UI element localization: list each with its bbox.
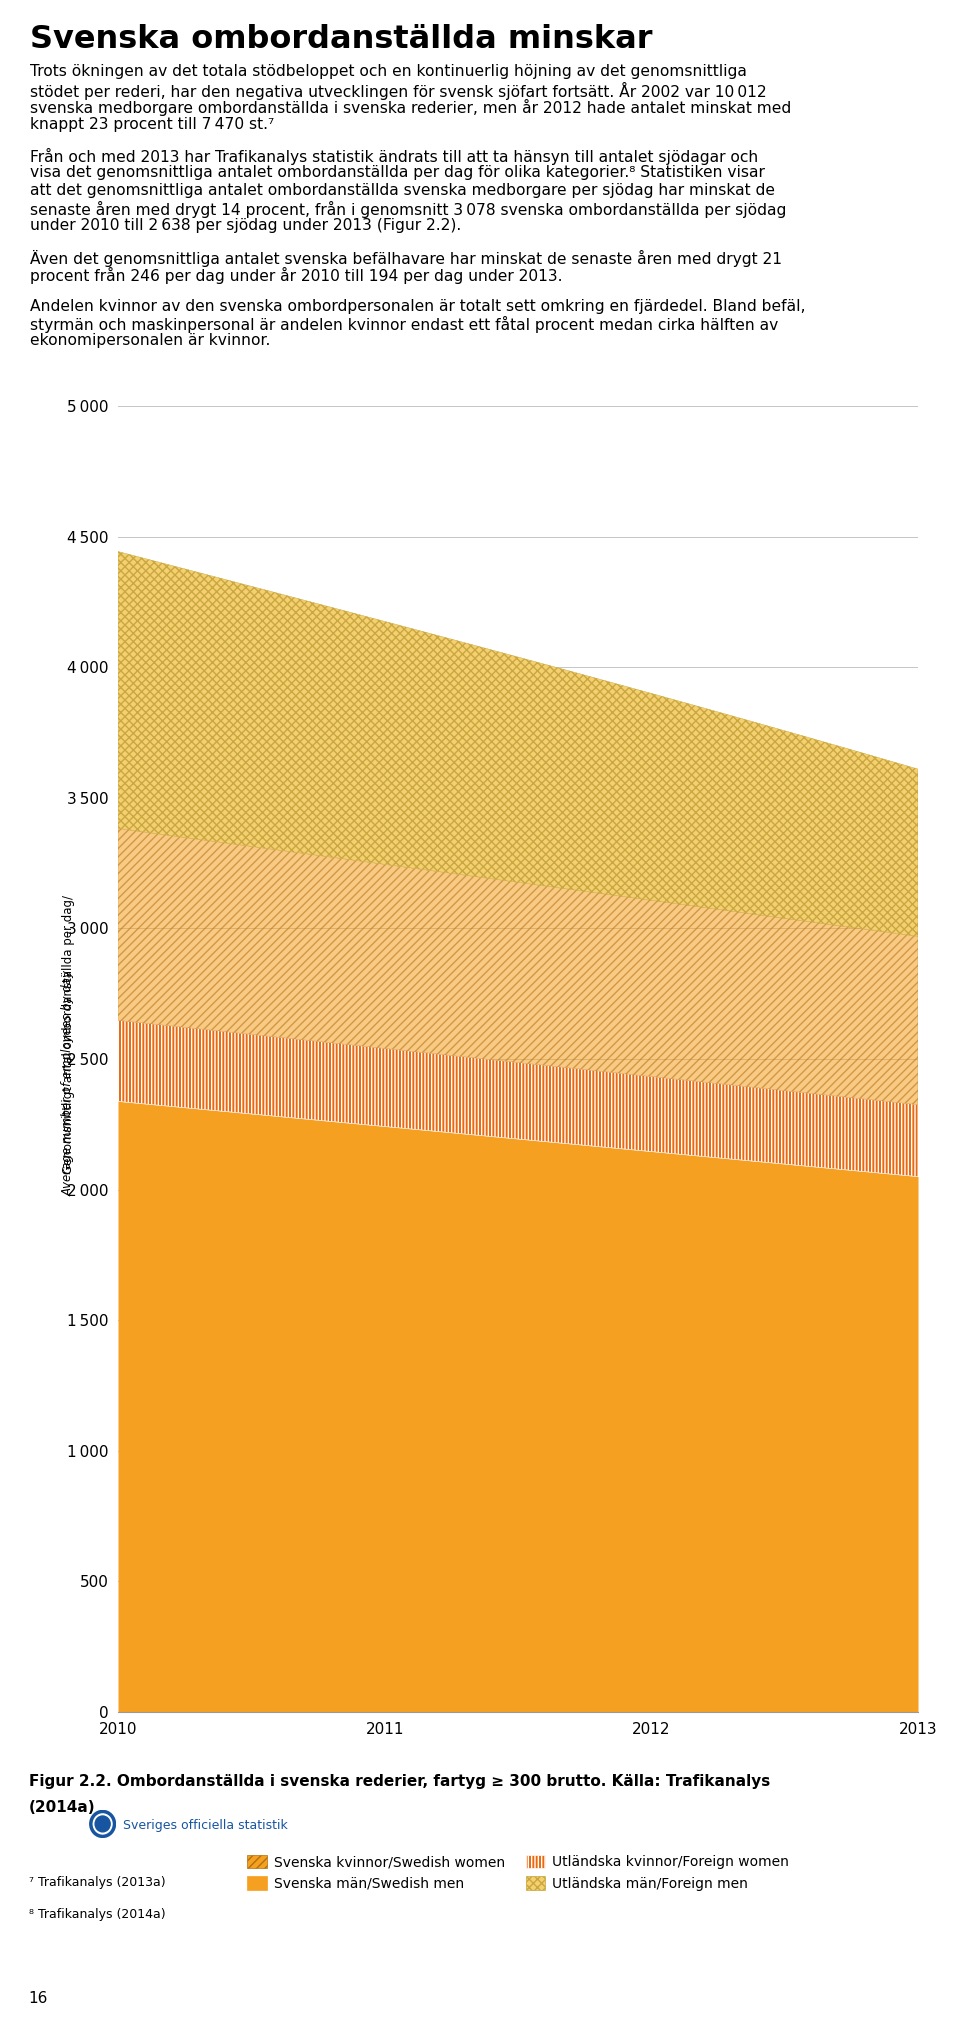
- Text: att det genomsnittliga antalet ombordanställda svenska medborgare per sjödag har: att det genomsnittliga antalet ombordans…: [30, 184, 775, 198]
- Text: stödet per rederi, har den negativa utvecklingen för svensk sjöfart fortsätt. År: stödet per rederi, har den negativa utve…: [30, 81, 767, 99]
- Text: Figur 2.2. Ombordanställda i svenska rederier, fartyg ≥ 300 brutto. Källa: Trafi: Figur 2.2. Ombordanställda i svenska red…: [29, 1773, 770, 1789]
- Text: Från och med 2013 har Trafikanalys statistik ändrats till att ta hänsyn till ant: Från och med 2013 har Trafikanalys stati…: [30, 148, 758, 166]
- Text: knappt 23 procent till 7 470 st.⁷: knappt 23 procent till 7 470 st.⁷: [30, 117, 275, 131]
- Text: ekonomipersonalen är kvinnor.: ekonomipersonalen är kvinnor.: [30, 334, 271, 348]
- Text: Trots ökningen av det totala stödbeloppet och en kontinuerlig höjning av det gen: Trots ökningen av det totala stödbeloppe…: [30, 65, 747, 79]
- Text: Average number of employees by day: Average number of employees by day: [62, 971, 75, 1197]
- Text: 16: 16: [29, 1992, 48, 2006]
- Text: procent från 246 per dag under år 2010 till 194 per dag under 2013.: procent från 246 per dag under år 2010 t…: [30, 267, 563, 283]
- Circle shape: [95, 1816, 110, 1832]
- Text: (2014a): (2014a): [29, 1800, 95, 1816]
- Text: under 2010 till 2 638 per sjödag under 2013 (Figur 2.2).: under 2010 till 2 638 per sjödag under 2…: [30, 218, 461, 233]
- Text: ⁸ Trafikanalys (2014a): ⁸ Trafikanalys (2014a): [29, 1909, 165, 1921]
- Text: styrmän och maskinpersonal är andelen kvinnor endast ett fåtal procent medan cir: styrmän och maskinpersonal är andelen kv…: [30, 315, 779, 334]
- Text: Genomsnittligt antal ombordanställda per dag/: Genomsnittligt antal ombordanställda per…: [62, 896, 75, 1175]
- Text: Även det genomsnittliga antalet svenska befälhavare har minskat de senaste åren : Även det genomsnittliga antalet svenska …: [30, 249, 782, 267]
- Text: Sveriges officiella statistik: Sveriges officiella statistik: [123, 1820, 288, 1832]
- Text: senaste åren med drygt 14 procent, från i genomsnitt 3 078 svenska ombordanställ: senaste åren med drygt 14 procent, från …: [30, 200, 786, 218]
- Legend: Svenska kvinnor/Swedish women, Svenska män/Swedish men, Utländska kvinnor/Foreig: Svenska kvinnor/Swedish women, Svenska m…: [242, 1850, 794, 1897]
- Text: Svenska ombordanställda minskar: Svenska ombordanställda minskar: [30, 24, 653, 55]
- Text: ⁷ Trafikanalys (2013a): ⁷ Trafikanalys (2013a): [29, 1876, 165, 1889]
- Text: svenska medborgare ombordanställda i svenska rederier, men år 2012 hade antalet : svenska medborgare ombordanställda i sve…: [30, 99, 791, 115]
- Text: Andelen kvinnor av den svenska ombordpersonalen är totalt sett omkring en fjärde: Andelen kvinnor av den svenska ombordper…: [30, 299, 805, 313]
- Text: visa det genomsnittliga antalet ombordanställda per dag för olika kategorier.⁸ S: visa det genomsnittliga antalet ombordan…: [30, 166, 765, 180]
